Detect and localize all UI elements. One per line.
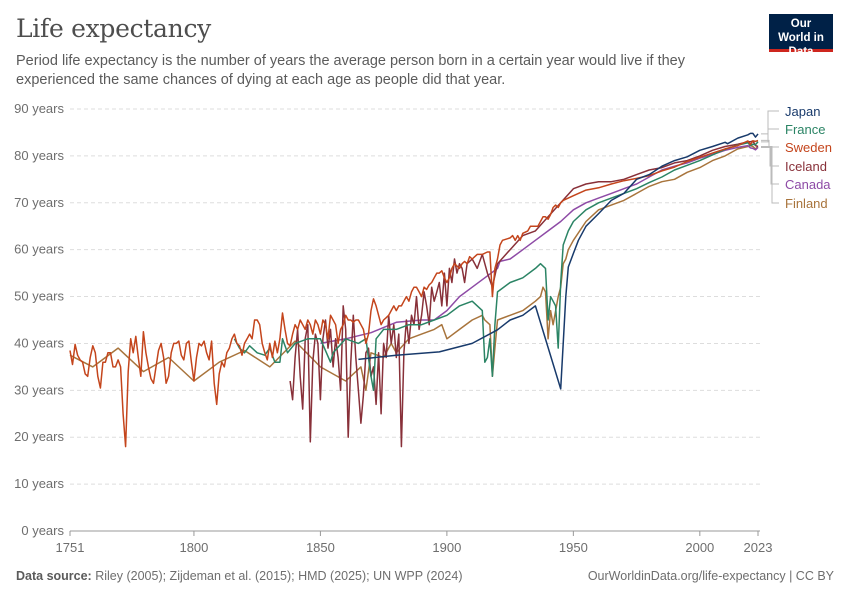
series-line-france: [233, 141, 759, 392]
legend-connector: [761, 146, 779, 167]
y-tick-label: 90 years: [14, 101, 64, 116]
y-tick-label: 30 years: [14, 382, 64, 397]
legend-label-canada: Canada: [785, 177, 831, 192]
logo-text: Our World in Data: [778, 18, 824, 58]
x-tick-label: 1850: [306, 540, 335, 555]
y-tick-label: 60 years: [14, 242, 64, 257]
series-line-sweden: [69, 139, 759, 448]
legend-connector: [761, 128, 779, 143]
source-label: Data source:: [16, 569, 92, 583]
series-line-canada: [320, 144, 759, 345]
legend-label-finland: Finland: [785, 196, 828, 211]
source-text: Riley (2005); Zijdeman et al. (2015); HM…: [95, 569, 463, 583]
legend-connector: [761, 146, 779, 185]
legend-connector: [761, 110, 779, 135]
y-tick-label: 0 years: [21, 523, 64, 538]
legend-label-japan: Japan: [785, 104, 820, 119]
legend-label-sweden: Sweden: [785, 140, 832, 155]
series-line-iceland: [289, 140, 759, 448]
legend-label-iceland: Iceland: [785, 159, 827, 174]
y-tick-label: 70 years: [14, 195, 64, 210]
owid-logo[interactable]: Our World in Data: [769, 14, 833, 58]
chart-subtitle: Period life expectancy is the number of …: [16, 53, 685, 88]
y-tick-label: 80 years: [14, 148, 64, 163]
y-tick-label: 50 years: [14, 289, 64, 304]
footer-source: Data source: Riley (2005); Zijdeman et a…: [16, 569, 463, 583]
x-tick-label: 2000: [685, 540, 714, 555]
x-tick-label: 2023: [744, 540, 773, 555]
y-tick-label: 40 years: [14, 335, 64, 350]
footer-url[interactable]: OurWorldinData.org/life-expectancy | CC …: [587, 569, 834, 583]
series-line-finland: [69, 144, 759, 392]
x-tick-label: 1950: [559, 540, 588, 555]
y-tick-label: 10 years: [14, 476, 64, 491]
x-tick-label: 1900: [432, 540, 461, 555]
series-line-japan: [358, 132, 759, 390]
x-tick-label: 1800: [179, 540, 208, 555]
x-tick-label: 1751: [56, 540, 85, 555]
y-tick-label: 20 years: [14, 429, 64, 444]
chart-title: Life expectancy: [16, 14, 211, 43]
legend-connector: [761, 139, 779, 148]
legend-connector: [761, 146, 779, 204]
legend-label-france: France: [785, 122, 825, 137]
